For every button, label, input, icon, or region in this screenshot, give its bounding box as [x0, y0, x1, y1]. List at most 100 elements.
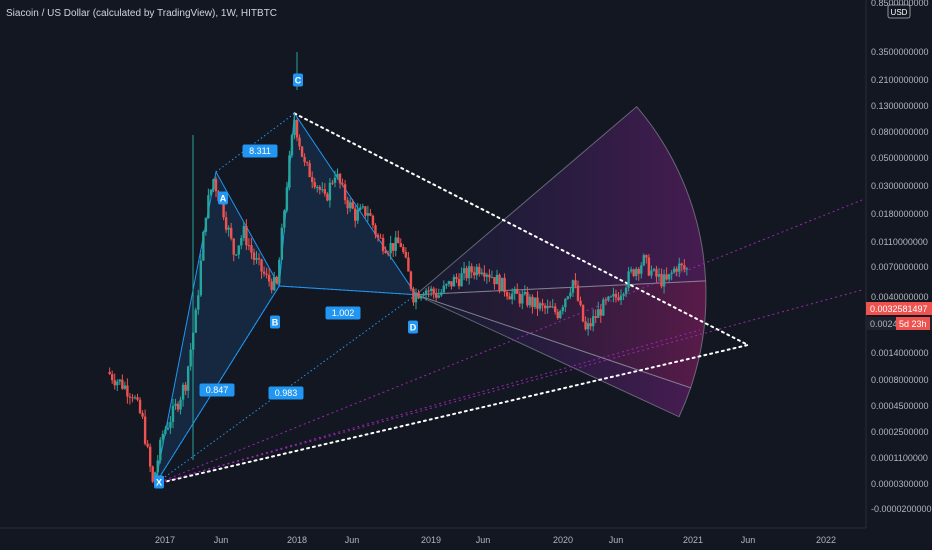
candle-body — [250, 245, 253, 253]
price-axis: 0.8500000000 0.3500000000 0.2100000000 0.13… — [0, 0, 932, 529]
candle-body — [197, 295, 200, 310]
current-price-label: 0.0032581497 — [870, 304, 928, 314]
candle-body — [391, 243, 395, 251]
candle-body — [346, 200, 349, 209]
candle-body — [313, 182, 316, 188]
candle-body — [586, 323, 590, 330]
candle-body — [285, 187, 289, 211]
candle-body — [655, 269, 658, 277]
pattern-labels-layer: X A B C D 8.311 0.847 0.983 1.002 — [154, 73, 418, 489]
candle-body — [260, 259, 263, 272]
candle-body — [336, 173, 339, 178]
price-tick-label: 0.0110000000 — [871, 237, 928, 247]
candle-body — [303, 156, 306, 163]
lower-trendline — [154, 344, 749, 485]
candle-body — [521, 294, 524, 304]
candle-body — [660, 274, 663, 287]
candle-body — [612, 293, 615, 297]
point-label-c: C — [295, 76, 302, 86]
time-tick-label: 2017 — [155, 535, 175, 545]
candle-body — [538, 303, 542, 309]
candle-body — [602, 299, 605, 316]
candle-body — [467, 266, 471, 279]
candle-body — [273, 276, 276, 291]
candle-body — [528, 296, 532, 306]
candle-body — [629, 269, 633, 272]
candle-body — [252, 252, 256, 260]
time-tick-label: 2021 — [683, 535, 703, 545]
candle-body — [597, 309, 600, 318]
candle-body — [642, 255, 646, 266]
candle-body — [394, 237, 397, 251]
candle-body — [523, 292, 527, 295]
candle-body — [113, 380, 116, 386]
candle-body — [475, 266, 478, 276]
candle-body — [169, 421, 172, 428]
candle-body — [470, 266, 473, 273]
candle-body — [632, 269, 635, 276]
candle-body — [414, 292, 418, 303]
candle-body — [151, 466, 154, 482]
candle-body — [328, 182, 332, 201]
candle-body — [255, 258, 258, 260]
candle-body — [581, 304, 585, 322]
time-tick-label: Jun — [476, 535, 491, 545]
candle-body — [427, 290, 430, 292]
candle-body — [599, 309, 602, 316]
candle-body — [445, 284, 448, 286]
candle-body — [432, 288, 435, 294]
candle-body — [576, 285, 580, 301]
candle-body — [617, 297, 620, 301]
point-label-x: X — [156, 478, 162, 488]
candle-body — [164, 429, 167, 434]
candle-body — [635, 268, 638, 276]
candle-body — [399, 243, 402, 247]
candle-body — [189, 349, 192, 367]
candle-body — [376, 234, 380, 238]
candle-body — [265, 273, 268, 275]
candle-body — [305, 162, 309, 164]
candle-body — [181, 384, 185, 400]
point-label-a-bg — [218, 191, 228, 205]
candle-body — [300, 146, 304, 157]
candle-body — [224, 217, 228, 230]
candle-body — [579, 300, 582, 305]
point-label-d-bg — [408, 320, 418, 334]
candle-body — [478, 266, 481, 274]
price-tick-label: 0.0000300000 — [871, 479, 929, 489]
candle-body — [685, 268, 689, 270]
candle-body — [148, 446, 152, 467]
time-tick-label: 2018 — [287, 535, 307, 545]
candle-body — [619, 295, 623, 301]
candle-body — [554, 306, 557, 312]
candle-body — [136, 397, 139, 400]
time-tick-label: Jun — [345, 535, 360, 545]
ratio-label-2: 0.983 — [275, 388, 298, 398]
price-tick-label: 0.0008000000 — [871, 375, 929, 385]
candle-body — [237, 245, 240, 255]
candle-body — [209, 189, 213, 196]
candle-body — [543, 305, 547, 309]
candle-body — [424, 290, 428, 295]
candle-body — [133, 397, 137, 399]
candle-body — [161, 433, 165, 440]
candle-body — [326, 193, 329, 201]
candle-body — [366, 213, 370, 216]
candle-body — [212, 179, 215, 190]
candle-body — [111, 374, 114, 381]
candle-body — [650, 270, 653, 276]
candle-body — [242, 225, 246, 239]
price-tick-label: 0.1300000000 — [871, 101, 929, 111]
candle-body — [569, 292, 572, 297]
candle-body — [508, 296, 511, 300]
candle-body — [222, 200, 225, 218]
candle-body — [143, 416, 147, 444]
candle-body — [460, 273, 463, 287]
candle-body — [505, 292, 509, 297]
candle-body — [548, 305, 552, 308]
candle-body — [488, 274, 491, 278]
candle-body — [609, 296, 613, 298]
candle-body — [278, 259, 281, 284]
candle-body — [429, 288, 433, 291]
